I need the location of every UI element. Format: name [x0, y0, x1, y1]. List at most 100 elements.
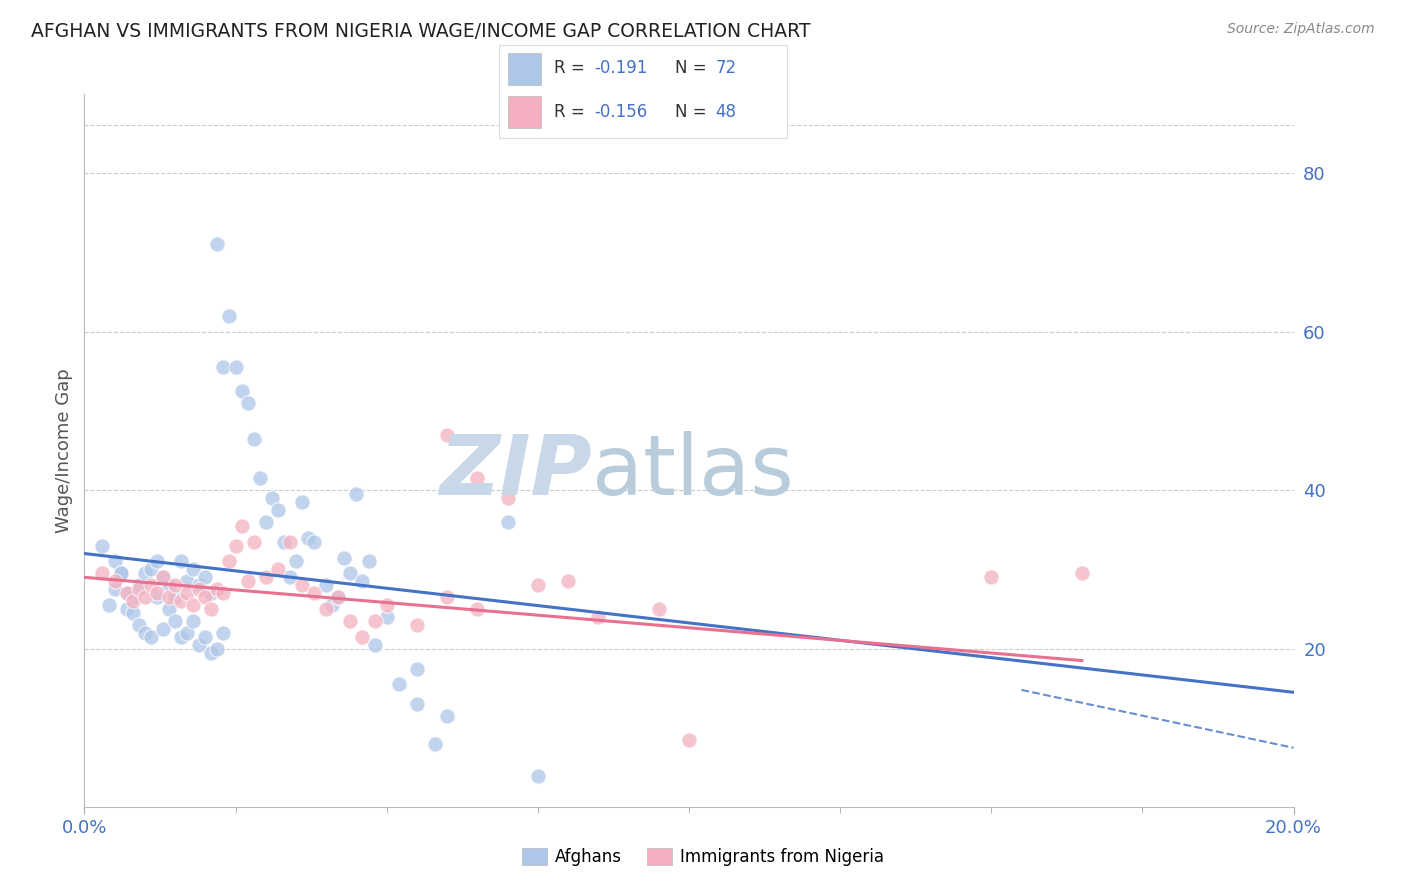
Point [291, 578, 314, 592]
Point [157, 578, 180, 592]
Point [146, 590, 169, 604]
Point [249, 471, 271, 485]
Point [134, 625, 156, 640]
Point [212, 586, 235, 600]
Point [218, 554, 240, 568]
Point [97, 598, 120, 612]
Point [352, 630, 374, 644]
Point [333, 550, 356, 565]
Point [225, 360, 247, 375]
Text: R =: R = [554, 60, 591, 78]
Point [423, 737, 446, 751]
Point [170, 594, 193, 608]
Point [181, 562, 204, 576]
Point [254, 570, 277, 584]
Point [527, 578, 550, 592]
Point [242, 432, 264, 446]
Text: -0.156: -0.156 [595, 103, 648, 120]
Point [315, 602, 337, 616]
Point [188, 578, 211, 592]
Point [115, 586, 138, 600]
Point [200, 602, 222, 616]
Point [291, 495, 314, 509]
Point [110, 566, 132, 581]
Point [104, 554, 127, 568]
Point [218, 309, 240, 323]
Point [436, 709, 458, 723]
Point [339, 566, 361, 581]
Point [242, 534, 264, 549]
Y-axis label: Wage/Income Gap: Wage/Income Gap [55, 368, 73, 533]
Point [352, 574, 374, 589]
Point [188, 582, 211, 597]
Point [115, 602, 138, 616]
Point [157, 590, 180, 604]
Point [231, 384, 253, 398]
Point [328, 590, 350, 604]
Point [236, 396, 259, 410]
Point [121, 590, 143, 604]
Point [588, 610, 610, 624]
Legend: Afghans, Immigrants from Nigeria: Afghans, Immigrants from Nigeria [515, 841, 891, 873]
Point [321, 598, 343, 612]
Point [406, 618, 429, 632]
Point [375, 598, 398, 612]
Point [207, 237, 229, 252]
Point [188, 638, 211, 652]
Point [436, 590, 458, 604]
Point [302, 534, 325, 549]
Point [278, 534, 301, 549]
Text: Source: ZipAtlas.com: Source: ZipAtlas.com [1227, 22, 1375, 37]
Point [157, 602, 180, 616]
Text: atlas: atlas [592, 432, 794, 512]
Point [557, 574, 579, 589]
Point [181, 614, 204, 628]
Text: 72: 72 [716, 60, 737, 78]
Point [285, 554, 308, 568]
Point [115, 586, 138, 600]
Point [165, 614, 187, 628]
Point [328, 590, 350, 604]
Point [91, 539, 114, 553]
Point [91, 566, 114, 581]
Point [170, 630, 193, 644]
Point [128, 578, 150, 592]
Point [194, 630, 217, 644]
Point [207, 582, 229, 597]
Text: N =: N = [675, 60, 711, 78]
Text: N =: N = [675, 103, 711, 120]
Text: 48: 48 [716, 103, 737, 120]
Point [194, 590, 217, 604]
Point [260, 491, 283, 505]
Point [388, 677, 411, 691]
Point [146, 586, 169, 600]
Point [139, 630, 162, 644]
Point [406, 697, 429, 711]
Text: AFGHAN VS IMMIGRANTS FROM NIGERIA WAGE/INCOME GAP CORRELATION CHART: AFGHAN VS IMMIGRANTS FROM NIGERIA WAGE/I… [31, 22, 810, 41]
Point [436, 427, 458, 442]
Point [128, 582, 150, 597]
Point [297, 531, 319, 545]
Point [315, 578, 337, 592]
Point [225, 539, 247, 553]
Point [467, 471, 489, 485]
Point [134, 566, 156, 581]
FancyBboxPatch shape [508, 96, 541, 128]
Point [1071, 566, 1094, 581]
Text: R =: R = [554, 103, 591, 120]
Text: ZIP: ZIP [440, 432, 592, 512]
FancyBboxPatch shape [508, 53, 541, 85]
Point [267, 562, 290, 576]
Point [176, 586, 198, 600]
Point [236, 574, 259, 589]
Point [139, 578, 162, 592]
Point [212, 360, 235, 375]
Point [121, 594, 143, 608]
Point [194, 570, 217, 584]
Point [110, 566, 132, 581]
Point [176, 625, 198, 640]
Point [212, 625, 235, 640]
Point [278, 570, 301, 584]
Point [678, 732, 700, 747]
Point [339, 614, 361, 628]
